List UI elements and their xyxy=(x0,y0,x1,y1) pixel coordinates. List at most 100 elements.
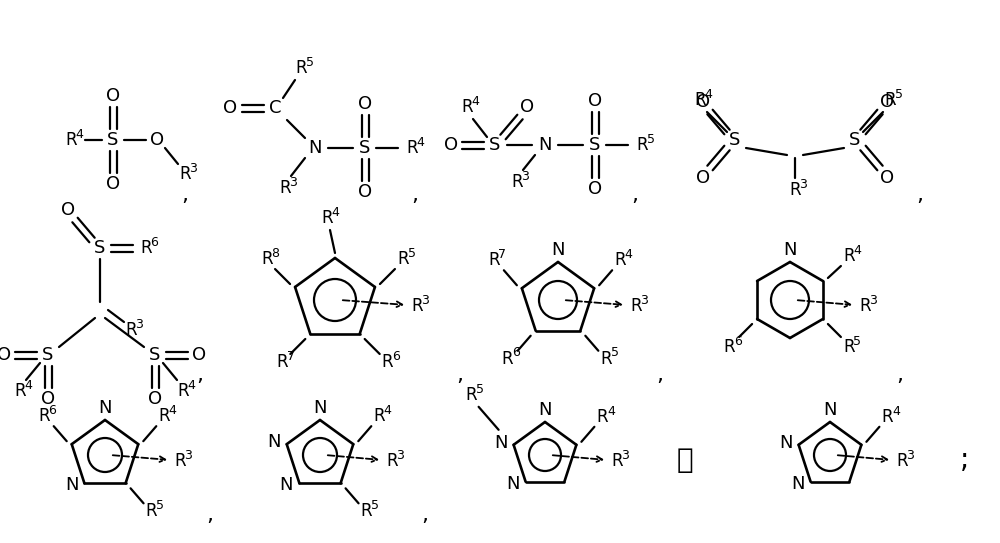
Text: N: N xyxy=(791,475,804,493)
Text: 4: 4 xyxy=(472,94,479,108)
Text: S: S xyxy=(359,139,371,157)
Text: R: R xyxy=(277,353,288,371)
Text: S: S xyxy=(849,131,861,149)
Text: R: R xyxy=(38,407,50,425)
Text: 3: 3 xyxy=(622,449,629,462)
Text: R: R xyxy=(125,321,137,339)
Text: O: O xyxy=(358,95,372,113)
Text: S: S xyxy=(729,131,741,149)
Text: 5: 5 xyxy=(476,382,484,395)
Text: R: R xyxy=(411,297,423,315)
Text: 6: 6 xyxy=(512,346,520,359)
Text: O: O xyxy=(106,87,120,105)
Text: R: R xyxy=(630,297,642,315)
Text: 4: 4 xyxy=(169,404,177,417)
Text: O: O xyxy=(192,346,206,364)
Text: R: R xyxy=(177,382,189,400)
Text: O: O xyxy=(106,175,120,193)
Text: 6: 6 xyxy=(151,236,158,249)
Text: R: R xyxy=(882,408,893,426)
Text: R: R xyxy=(65,131,77,149)
Text: R: R xyxy=(295,59,307,77)
Text: S: S xyxy=(589,136,601,154)
Text: N: N xyxy=(66,476,79,494)
Text: 3: 3 xyxy=(397,449,404,462)
Text: N: N xyxy=(779,434,792,452)
Text: 6: 6 xyxy=(392,350,400,363)
Text: N: N xyxy=(538,401,552,419)
Text: O: O xyxy=(0,346,11,364)
Text: ,: , xyxy=(182,185,188,205)
Text: R: R xyxy=(896,452,908,470)
Text: O: O xyxy=(61,201,75,219)
Text: R: R xyxy=(140,239,152,257)
Text: R: R xyxy=(466,386,477,404)
Text: 8: 8 xyxy=(272,247,280,260)
Text: S: S xyxy=(42,346,54,364)
Text: O: O xyxy=(444,136,458,154)
Text: R: R xyxy=(511,173,523,191)
Text: R: R xyxy=(461,98,473,116)
Text: N: N xyxy=(551,241,565,259)
Text: ,: , xyxy=(656,365,664,385)
Text: 4: 4 xyxy=(607,405,615,418)
Text: ,: , xyxy=(632,185,639,205)
Text: R: R xyxy=(14,382,26,400)
Text: S: S xyxy=(149,346,161,364)
Text: S: S xyxy=(107,131,119,149)
Text: O: O xyxy=(880,169,894,187)
Text: ,: , xyxy=(422,505,428,525)
Text: 7: 7 xyxy=(498,248,506,261)
Text: 4: 4 xyxy=(892,405,900,418)
Text: ,: , xyxy=(412,185,418,205)
Text: 3: 3 xyxy=(190,162,197,175)
Text: 5: 5 xyxy=(371,499,379,512)
Text: 5: 5 xyxy=(647,132,655,146)
Text: ,: , xyxy=(916,185,924,205)
Text: 4: 4 xyxy=(417,136,424,149)
Text: O: O xyxy=(588,180,602,198)
Text: R: R xyxy=(397,250,409,268)
Text: N: N xyxy=(538,136,552,154)
Text: R: R xyxy=(373,407,385,425)
Text: N: N xyxy=(823,401,837,419)
Text: R: R xyxy=(611,452,623,470)
Text: 3: 3 xyxy=(290,176,297,189)
Text: N: N xyxy=(313,399,327,417)
Text: O: O xyxy=(41,390,55,408)
Text: R: R xyxy=(694,91,706,109)
Text: 4: 4 xyxy=(332,206,339,219)
Text: R: R xyxy=(488,251,500,269)
Text: R: R xyxy=(261,250,273,268)
Text: 3: 3 xyxy=(641,294,648,307)
Text: 3: 3 xyxy=(522,170,529,183)
Text: 5: 5 xyxy=(156,499,164,512)
Text: 或: 或 xyxy=(677,446,693,474)
Text: 4: 4 xyxy=(384,404,392,417)
Text: O: O xyxy=(880,93,894,111)
Text: O: O xyxy=(148,390,162,408)
Text: ,: , xyxy=(207,505,214,525)
Text: 3: 3 xyxy=(422,294,429,307)
Text: N: N xyxy=(783,241,797,259)
Text: R: R xyxy=(158,407,170,425)
Text: 3: 3 xyxy=(907,449,914,462)
Text: R: R xyxy=(146,502,157,520)
Text: 3: 3 xyxy=(136,318,143,331)
Text: 6: 6 xyxy=(48,404,56,417)
Text: R: R xyxy=(859,297,871,315)
Text: R: R xyxy=(789,181,801,199)
Text: O: O xyxy=(520,98,534,116)
Text: N: N xyxy=(494,434,507,452)
Text: 4: 4 xyxy=(188,378,195,392)
Text: O: O xyxy=(588,92,602,110)
Text: R: R xyxy=(502,350,513,368)
Text: ,: , xyxy=(456,365,464,385)
Text: R: R xyxy=(843,247,855,265)
Text: R: R xyxy=(386,452,398,470)
Text: C: C xyxy=(269,99,281,117)
Text: R: R xyxy=(321,209,333,227)
Text: 3: 3 xyxy=(800,178,807,191)
Text: S: S xyxy=(94,239,106,257)
Text: 5: 5 xyxy=(611,346,619,359)
